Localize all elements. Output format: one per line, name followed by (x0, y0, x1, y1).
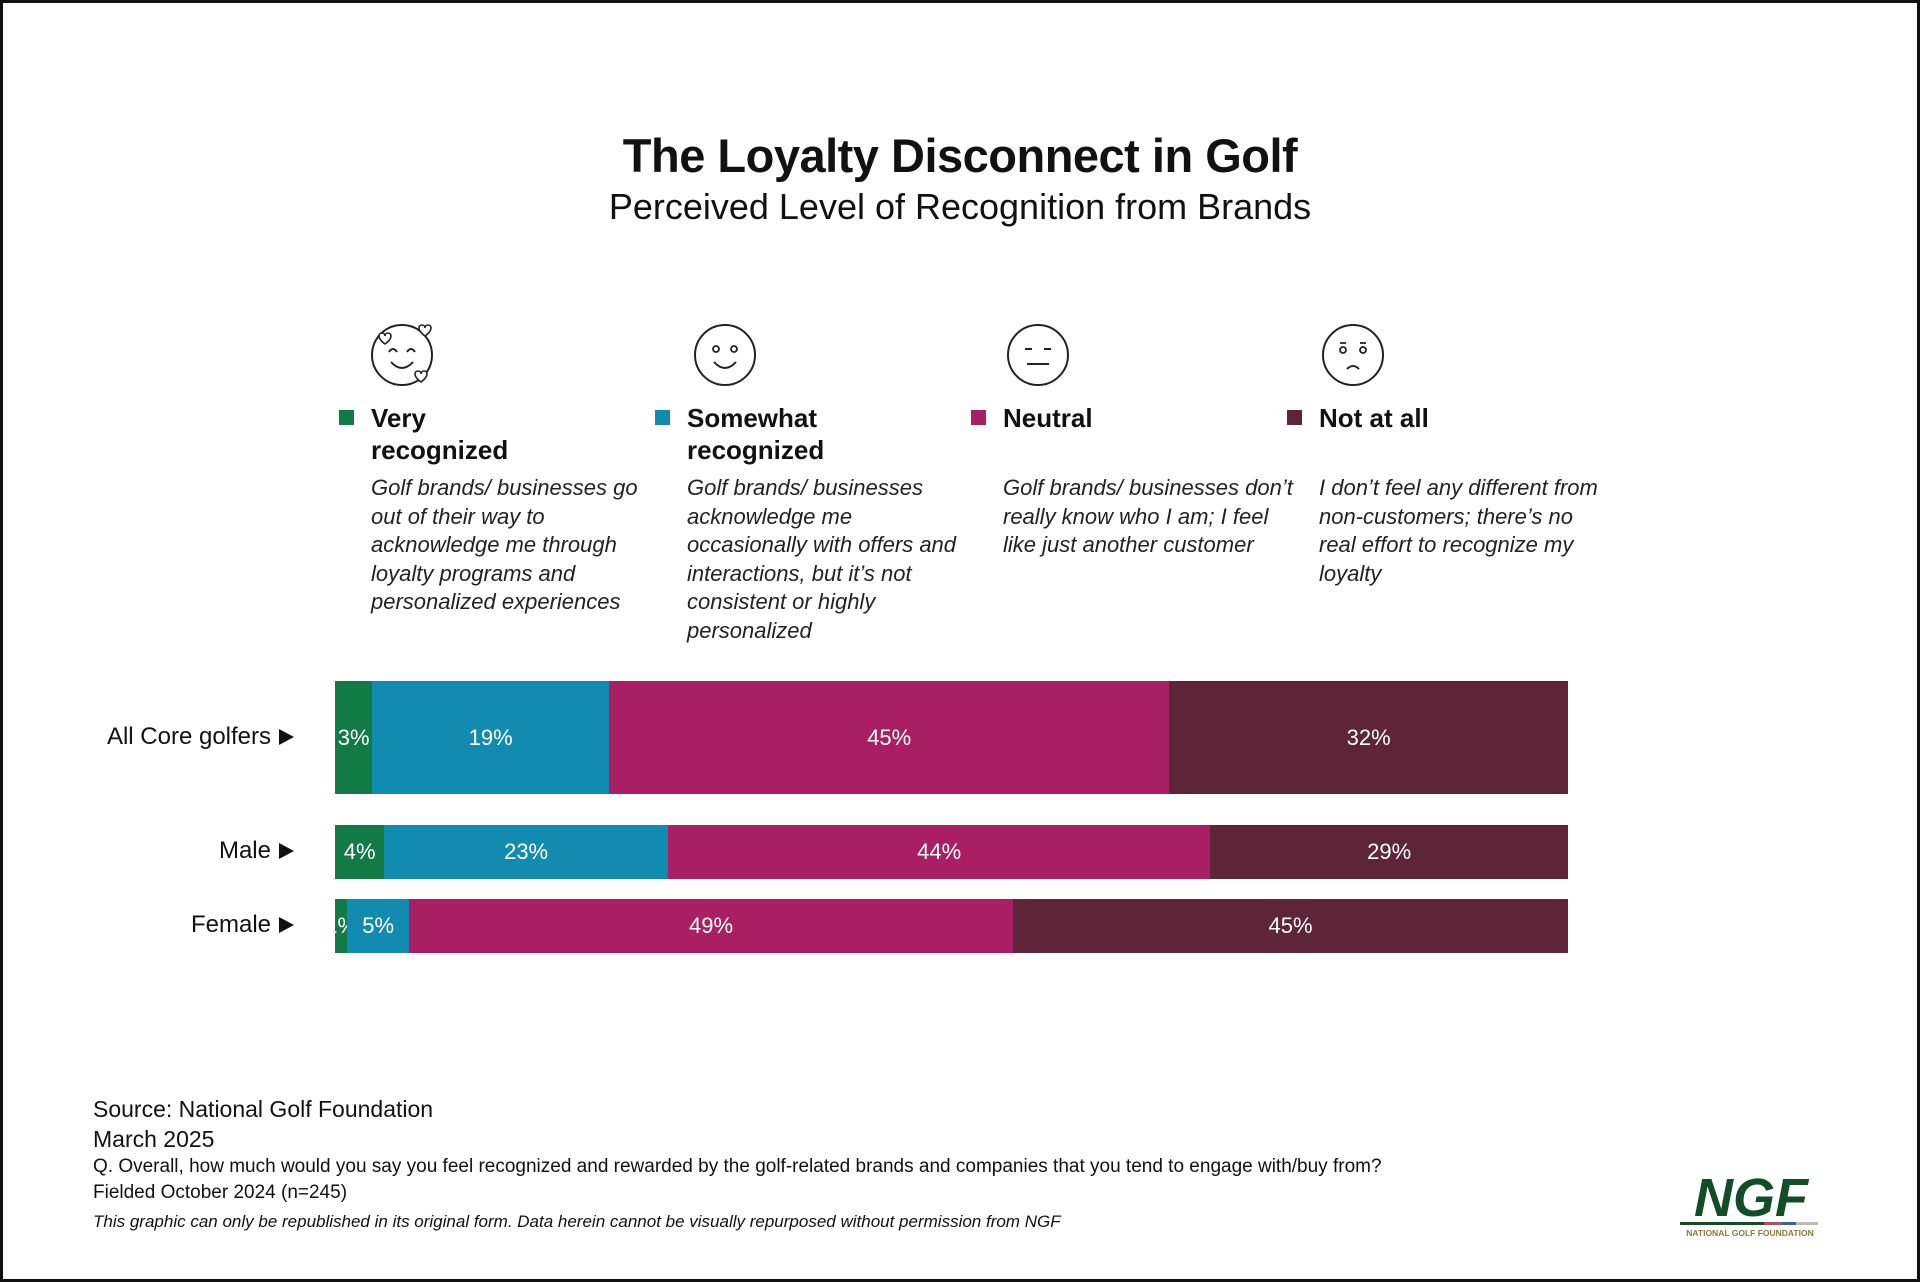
chart-subtitle: Perceived Level of Recognition from Bran… (608, 186, 1312, 227)
logo-text: NGF (1694, 1168, 1810, 1228)
triangle-right-icon (279, 917, 294, 933)
legend-label: Not at all (1319, 403, 1429, 433)
bar-segment: 4% (335, 825, 385, 879)
fielded-text: Fielded October 2024 (n=245) (93, 1182, 348, 1203)
legend-label: Neutral (1003, 403, 1093, 433)
data-label: 23% (504, 839, 549, 864)
legend-description: Golf brands/ businesses go out of their … (371, 475, 638, 614)
row-label: Male (219, 837, 294, 865)
bar-segment: 5% (347, 899, 409, 953)
ngf-logo: NGF NATIONAL GOLF FOUNDATION (1680, 1168, 1818, 1238)
legend-description: Golf brands/ businesses don’t really kno… (1003, 475, 1293, 557)
neutral-face-icon (1007, 324, 1069, 386)
triangle-right-icon (279, 728, 294, 745)
data-label: 45% (1268, 913, 1313, 938)
legend-swatch (339, 410, 354, 425)
bar-segment: 44% (667, 825, 1211, 879)
frowning-face-icon (1322, 324, 1384, 386)
legend-description: Golf brands/ businesses acknowledge me o… (687, 475, 957, 643)
chart-title: The Loyalty Disconnect in Golf (622, 129, 1298, 182)
data-label: 44% (917, 839, 962, 864)
bar-segment: 3% (335, 681, 373, 794)
question-text: Q. Overall, how much would you say you f… (93, 1156, 1382, 1177)
date-text: March 2025 (93, 1126, 215, 1152)
source-text: Source: National Golf Foundation (93, 1096, 434, 1122)
bar-segment: 19% (372, 681, 609, 794)
data-label: 32% (1346, 724, 1391, 750)
smiling-face-icon (694, 324, 756, 386)
data-label: 29% (1367, 839, 1412, 864)
stacked-bar: 1% 5% 49% 45% (325, 899, 1568, 953)
data-label: 49% (689, 913, 734, 938)
row-label-text: Female (190, 911, 271, 938)
bar-segment: 45% (608, 681, 1170, 794)
bar-segment: 45% (1013, 899, 1568, 953)
data-label: 3% (337, 724, 370, 750)
stacked-bar: 4% 23% 44% 29% (335, 825, 1568, 879)
stacked-bar: 3% 19% 45% 32% (335, 681, 1568, 794)
disclaimer-text: This graphic can only be republished in … (93, 1212, 1061, 1231)
triangle-right-icon (279, 843, 294, 859)
row-label: Female (191, 911, 294, 939)
smiling-face-with-hearts-icon (371, 324, 433, 386)
legend-swatch (971, 410, 986, 425)
data-label: 4% (343, 839, 376, 864)
bar-segment: 1% (325, 899, 357, 953)
bar-segment: 49% (408, 899, 1014, 953)
legend-swatch (655, 410, 670, 425)
row-label-text: All Core golfers (106, 722, 271, 750)
data-label: 5% (362, 913, 395, 938)
row-label-text: Male (218, 837, 271, 864)
legend-label: Somewhat recognized (687, 403, 825, 465)
legend-label: Very recognized (371, 403, 509, 465)
legend-description: I don’t feel any different from non-cust… (1319, 475, 1598, 586)
data-label: 19% (468, 724, 513, 750)
row-label: All Core golfers (107, 723, 294, 751)
data-label: 45% (867, 724, 912, 750)
legend-swatch (1287, 410, 1302, 425)
logo-subtext: NATIONAL GOLF FOUNDATION (1686, 1228, 1814, 1238)
bar-segment: 32% (1169, 681, 1568, 794)
bar-segment: 29% (1210, 825, 1568, 879)
bar-segment: 23% (384, 825, 668, 879)
